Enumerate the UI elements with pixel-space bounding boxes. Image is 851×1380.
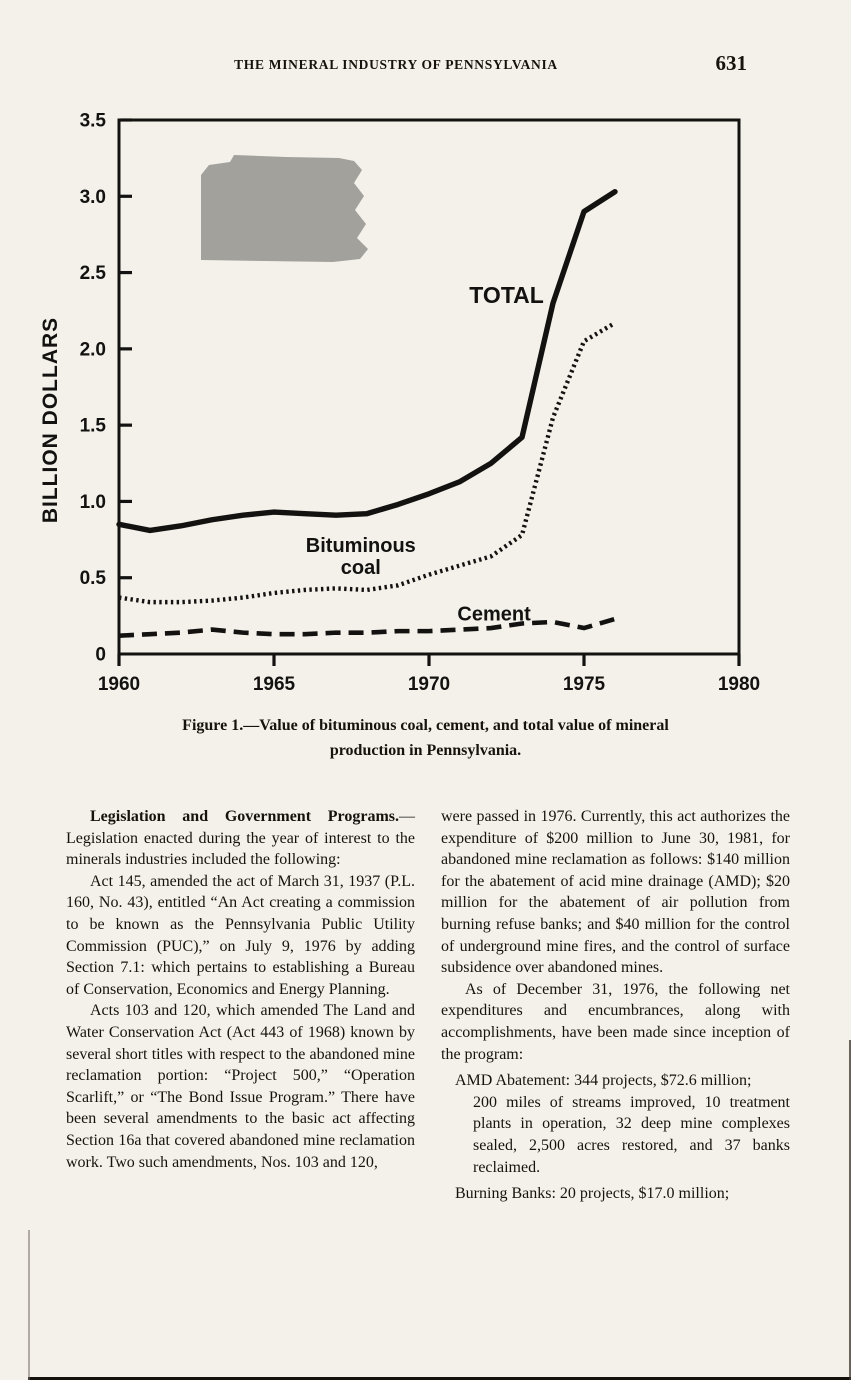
y-tick-label: 2.0 [80,339,106,360]
figure-1: 0 0.5 1.0 1.5 2.0 2.5 3.0 3.5 1960 1965 1970 1975 19… [33,98,818,703]
left-column: Legislation and Government Programs.—Leg… [66,806,415,1205]
y-axis-label: BILLION DOLLARS [39,317,62,523]
x-tick-label: 1980 [718,674,760,695]
header-title: THE MINERAL INDUSTRY OF PENNSYLVANIA [234,57,558,72]
paragraph: Legislation and Government Programs.—Leg… [66,808,415,869]
running-head: THE MINERAL INDUSTRY OF PENNSYLVANIA 631 [0,51,851,87]
scan-artifact-bottom [28,1377,851,1380]
series-line-bituminous-coal [118,321,617,605]
series-label-bituminous-coal: Bituminous [306,535,416,557]
y-tick-label: 3.0 [80,187,106,208]
x-tick-label: 1975 [563,674,606,695]
paragraph: Act 145, amended the act of March 31, 19… [66,872,415,998]
y-tick-label: 1.5 [80,416,107,437]
scan-artifact-left [28,1230,30,1380]
figure-caption-line1: Figure 1.—Value of bituminous coal, ceme… [182,717,669,734]
y-tick-label: 1.0 [80,492,106,513]
paragraph: As of December 31, 1976, the following n… [441,980,790,1063]
y-tick-label: 0.5 [80,568,107,589]
article-body: Legislation and Government Programs.—Leg… [66,806,791,1205]
pennsylvania-silhouette-icon [201,155,368,262]
series-line-total [116,189,618,534]
series-label-total: TOTAL [469,282,544,308]
x-tick-label: 1965 [253,674,296,695]
paragraph: were passed in 1976. Currently, this act… [441,808,790,977]
y-tick-label: 2.5 [80,263,107,284]
page-number: 631 [715,51,748,75]
right-column: were passed in 1976. Currently, this act… [441,806,790,1205]
scan-artifact-right [849,1040,851,1380]
list-item: Burning Banks: 20 projects, $17.0 millio… [455,1185,730,1203]
figure-caption: Figure 1.—Value of bituminous coal, ceme… [0,714,851,764]
figure-chart: 0 0.5 1.0 1.5 2.0 2.5 3.0 3.5 1960 1965 1970 1975 19… [39,111,760,696]
x-tick-label: 1960 [98,674,140,695]
paragraph: Acts 103 and 120, which amended The Land… [66,1002,415,1171]
series-label-bituminous-coal: coal [341,557,381,579]
section-heading: Legislation and Government Programs. [90,808,399,825]
figure-caption-line2: production in Pennsylvania. [329,741,522,759]
x-tick-label: 1970 [408,674,450,695]
y-tick-label: 3.5 [80,111,107,132]
series-label-cement: Cement [457,603,531,625]
list-item: 200 miles of streams improved, 10 treatm… [473,1093,790,1176]
y-tick-label: 0 [95,645,106,666]
list-item: AMD Abatement: 344 projects, $72.6 milli… [455,1072,752,1090]
series-line-cement [118,616,616,638]
